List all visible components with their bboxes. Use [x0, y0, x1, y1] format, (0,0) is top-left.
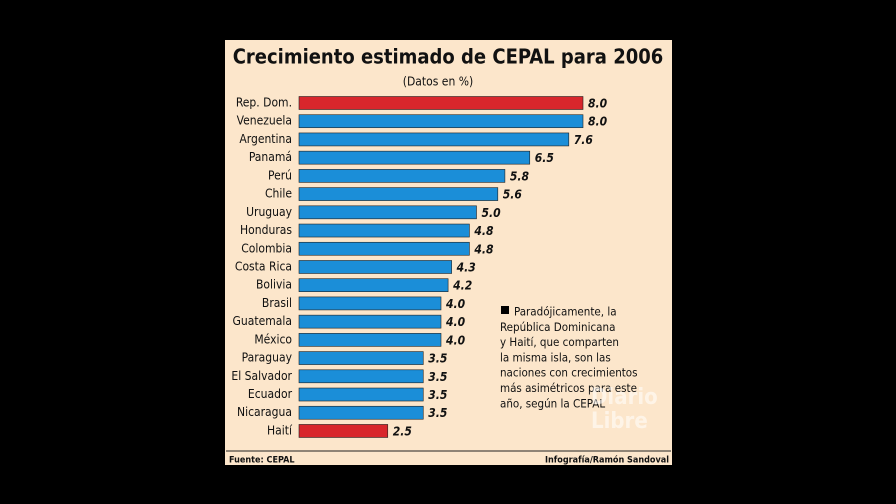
bar — [298, 169, 506, 183]
chart-title: Crecimiento estimado de CEPAL para 2006 — [233, 45, 664, 69]
subtitle: (Datos en %) — [403, 75, 473, 89]
bar — [298, 369, 424, 384]
bar — [298, 333, 442, 347]
category-label: Rep. Dom. — [236, 96, 292, 110]
bar — [298, 314, 442, 329]
value-label: 3.5 — [428, 388, 447, 402]
value-label: 3.5 — [428, 352, 447, 366]
watermark: Libre — [591, 409, 648, 434]
credit: Infografía/Ramón Sandoval — [545, 455, 669, 466]
note-line: República Dominicana — [500, 320, 615, 334]
category-label: Honduras — [240, 223, 292, 237]
value-label: 4.0 — [446, 315, 466, 329]
value-label: 6.5 — [535, 151, 554, 165]
bar — [298, 405, 424, 420]
bar — [298, 424, 389, 438]
category-label: Panamá — [249, 150, 292, 164]
bar — [298, 96, 584, 110]
value-label: 4.3 — [457, 260, 476, 274]
value-label: 5.8 — [510, 169, 530, 183]
category-label: Argentina — [239, 132, 292, 146]
bar — [298, 260, 452, 274]
category-label: El Salvador — [231, 369, 292, 383]
bar — [298, 223, 470, 238]
note-line: y Haití, que comparten — [500, 335, 619, 349]
note-line: la misma isla, son las — [500, 350, 611, 364]
bar — [298, 187, 499, 201]
source: Fuente: CEPAL — [229, 456, 295, 466]
value-label: 4.0 — [446, 333, 466, 347]
value-label: 4.8 — [474, 224, 494, 238]
category-label: Nicaragua — [237, 405, 292, 419]
bar — [298, 132, 570, 147]
bar — [298, 278, 449, 293]
category-label: Ecuador — [248, 387, 293, 401]
bar — [298, 150, 531, 165]
category-label: Chile — [265, 187, 292, 201]
category-label: Costa Rica — [235, 259, 292, 273]
bar — [298, 241, 470, 256]
note-marker — [501, 306, 509, 314]
category-label: Bolivia — [256, 278, 292, 292]
category-label: Paraguay — [242, 351, 293, 365]
category-label: Colombia — [241, 241, 292, 255]
value-label: 5.6 — [503, 188, 523, 202]
value-label: 4.2 — [453, 279, 472, 293]
category-label: Guatemala — [233, 314, 292, 328]
bar — [298, 387, 424, 402]
value-label: 4.8 — [474, 242, 494, 256]
category-label: Haití — [267, 423, 293, 437]
category-label: Brasil — [262, 296, 292, 310]
bar — [298, 205, 477, 220]
value-label: 3.5 — [428, 370, 447, 384]
value-label: 5.0 — [482, 206, 502, 220]
note-line: Paradójicamente, la — [514, 305, 617, 319]
note-line: año, según la CEPAL — [500, 396, 605, 410]
value-label: 8.0 — [588, 115, 608, 129]
watermark: Diario — [591, 385, 658, 410]
bar — [298, 114, 584, 129]
value-label: 7.6 — [574, 133, 594, 147]
bar — [298, 296, 442, 311]
value-label: 3.5 — [428, 406, 447, 420]
category-label: Uruguay — [246, 205, 292, 219]
value-label: 2.5 — [393, 424, 412, 438]
note-line: naciones con crecimientos — [500, 366, 638, 380]
category-label: Venezuela — [237, 114, 292, 128]
value-label: 8.0 — [588, 97, 608, 111]
category-label: Perú — [268, 168, 292, 182]
note-line: más asimétricos para este — [500, 381, 637, 395]
bar — [298, 351, 424, 365]
value-label: 4.0 — [446, 297, 466, 311]
category-label: México — [254, 332, 292, 346]
